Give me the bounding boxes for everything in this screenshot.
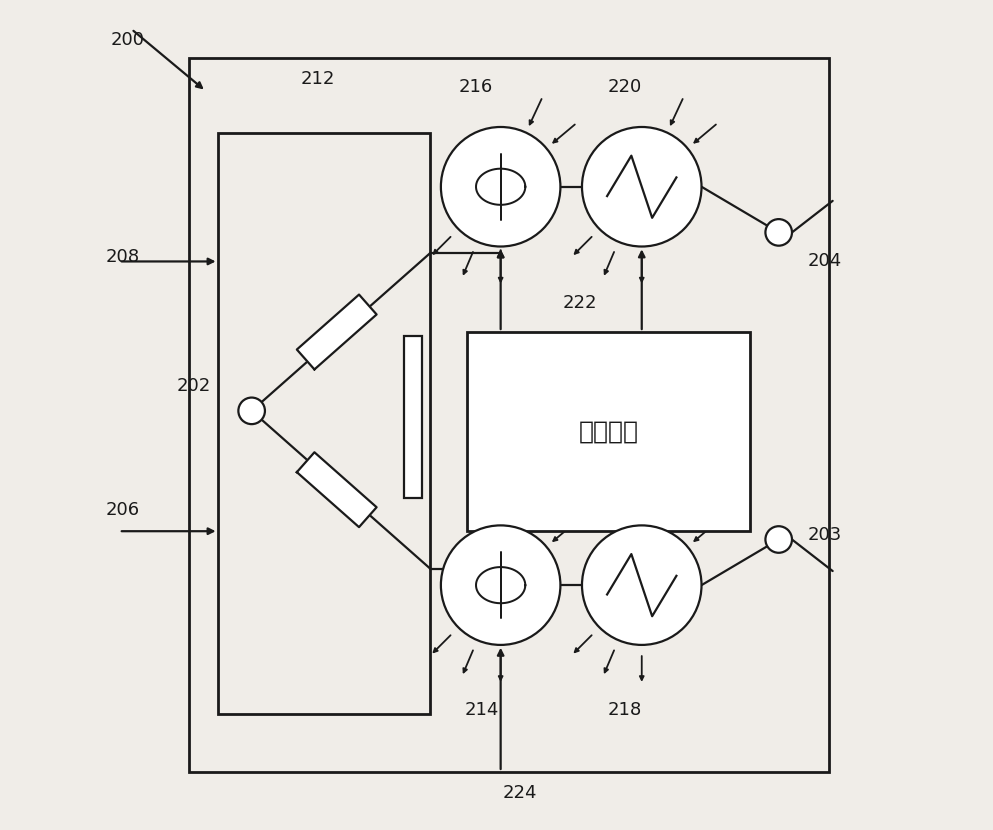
Text: 220: 220	[608, 78, 642, 96]
Bar	[218, 133, 430, 714]
Circle shape	[766, 219, 792, 246]
Text: 214: 214	[465, 701, 498, 719]
Circle shape	[582, 127, 701, 247]
Text: 212: 212	[301, 70, 336, 88]
Text: 200: 200	[110, 31, 144, 49]
Bar	[190, 58, 828, 772]
Bar	[468, 332, 750, 531]
Circle shape	[238, 398, 265, 424]
Circle shape	[441, 525, 560, 645]
Text: 222: 222	[562, 294, 597, 312]
Text: 202: 202	[177, 377, 211, 395]
Circle shape	[441, 127, 560, 247]
Circle shape	[766, 526, 792, 553]
Text: 控制电路: 控制电路	[579, 420, 638, 443]
Text: 208: 208	[106, 248, 140, 266]
Text: 218: 218	[608, 701, 642, 719]
Bar	[403, 336, 422, 498]
Text: 203: 203	[807, 526, 841, 544]
Circle shape	[582, 525, 701, 645]
Text: 206: 206	[106, 501, 140, 520]
Polygon shape	[297, 452, 376, 527]
Text: 224: 224	[502, 784, 537, 802]
Polygon shape	[297, 295, 376, 369]
Text: 216: 216	[459, 78, 493, 96]
Text: 204: 204	[807, 252, 841, 271]
